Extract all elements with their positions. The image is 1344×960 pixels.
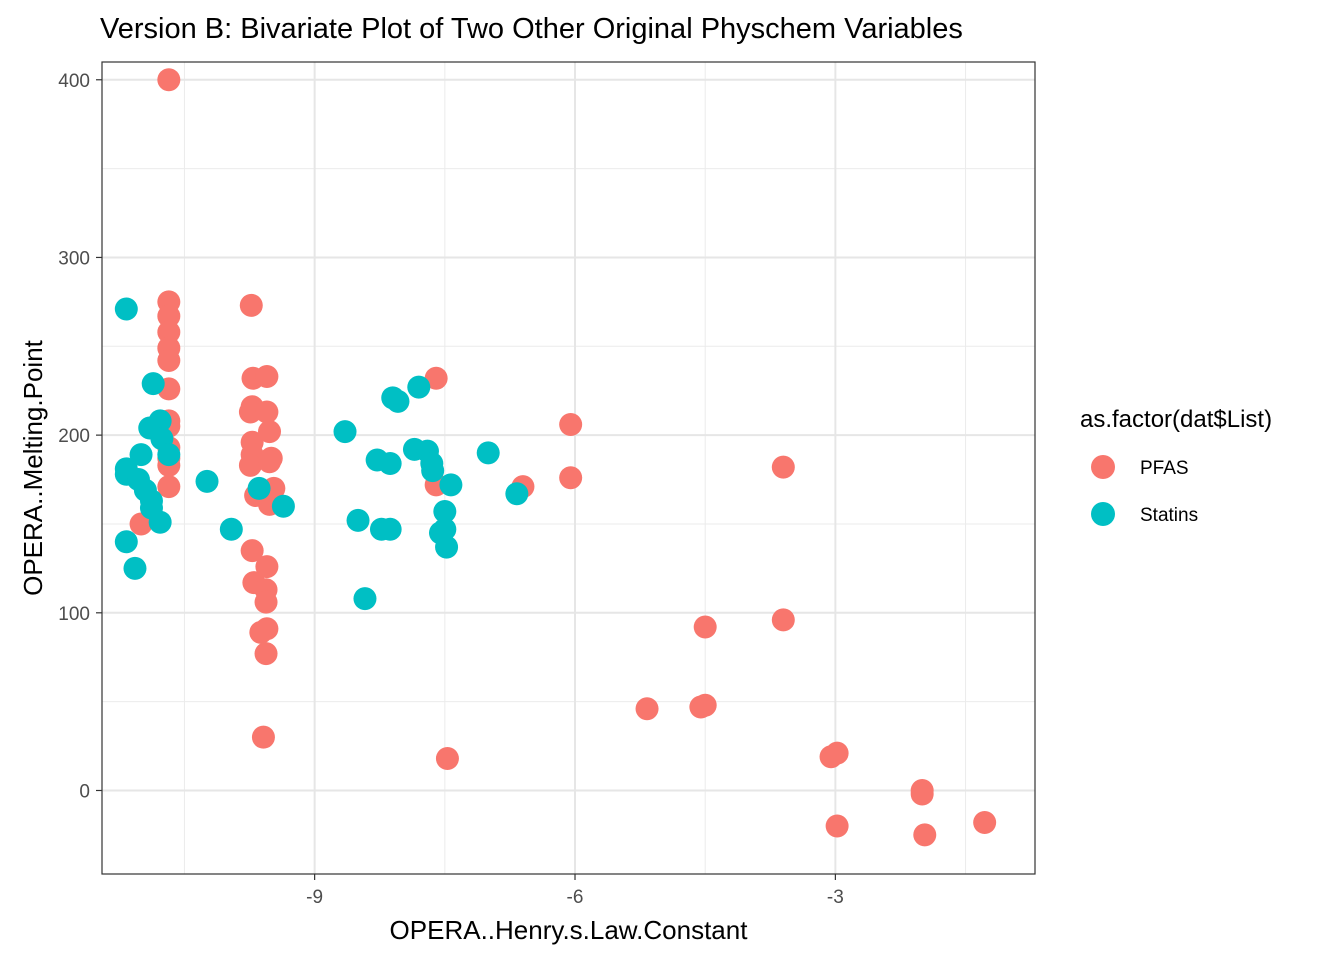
point-pfas xyxy=(249,620,273,644)
point-pfas xyxy=(254,642,278,666)
legend-key-pfas xyxy=(1091,455,1115,479)
point-statins xyxy=(148,409,172,433)
y-axis-title: OPERA..Melting.Point xyxy=(18,339,48,596)
x-tick-label: -3 xyxy=(827,887,844,908)
point-statins xyxy=(346,508,370,532)
point-pfas xyxy=(255,364,279,388)
point-pfas xyxy=(239,293,263,317)
point-pfas xyxy=(157,304,181,328)
point-statins xyxy=(505,482,529,506)
point-pfas xyxy=(424,366,448,390)
point-pfas xyxy=(693,615,717,639)
point-pfas xyxy=(157,68,181,92)
point-pfas xyxy=(255,400,279,424)
point-pfas xyxy=(240,539,264,563)
point-pfas xyxy=(258,420,282,444)
point-pfas xyxy=(157,320,181,344)
point-statins xyxy=(129,443,153,467)
minor-grid xyxy=(102,62,1035,874)
point-pfas xyxy=(771,455,795,479)
point-pfas xyxy=(435,747,459,771)
legend-title: as.factor(dat$List) xyxy=(1080,406,1272,433)
point-statins xyxy=(433,517,457,541)
x-axis-title: OPERA..Henry.s.Law.Constant xyxy=(390,915,749,945)
point-statins xyxy=(333,420,357,444)
legend: as.factor(dat$List) PFAS Statins xyxy=(1080,406,1272,526)
point-statins xyxy=(386,389,410,413)
point-pfas xyxy=(913,823,937,847)
point-pfas xyxy=(559,412,583,436)
y-tick-label: 100 xyxy=(58,604,90,625)
x-tick-label: -9 xyxy=(306,887,323,908)
plot-border xyxy=(101,61,1036,875)
point-pfas xyxy=(238,453,262,477)
y-axis: 0 100 200 300 400 xyxy=(58,71,102,802)
point-statins xyxy=(114,530,138,554)
point-statins xyxy=(219,517,243,541)
point-pfas xyxy=(255,555,279,579)
point-statins xyxy=(476,441,500,465)
point-statins xyxy=(123,556,147,580)
y-tick-label: 300 xyxy=(58,248,90,269)
point-pfas xyxy=(825,741,849,765)
chart-title: Version B: Bivariate Plot of Two Other O… xyxy=(100,13,963,45)
point-statins xyxy=(435,535,459,559)
y-tick-label: 400 xyxy=(58,71,90,92)
point-statins xyxy=(353,587,377,611)
legend-label-pfas: PFAS xyxy=(1140,458,1189,479)
point-statins xyxy=(439,473,463,497)
point-statins xyxy=(148,510,172,534)
legend-label-statins: Statins xyxy=(1140,505,1198,526)
point-statins xyxy=(407,375,431,399)
x-tick-label: -6 xyxy=(567,887,584,908)
point-statins xyxy=(114,297,138,321)
point-pfas xyxy=(635,697,659,721)
point-pfas xyxy=(771,608,795,632)
point-pfas xyxy=(559,466,583,490)
point-statins xyxy=(271,494,295,518)
point-statins xyxy=(378,452,402,476)
point-statins xyxy=(378,517,402,541)
point-pfas xyxy=(254,590,278,614)
point-statins xyxy=(195,469,219,493)
point-statins xyxy=(421,459,445,483)
point-pfas xyxy=(693,693,717,717)
point-pfas xyxy=(157,349,181,373)
point-statins xyxy=(157,443,181,467)
point-pfas xyxy=(157,475,181,499)
point-statins xyxy=(433,500,457,524)
point-pfas xyxy=(973,810,997,834)
data-points xyxy=(114,68,997,847)
y-tick-label: 200 xyxy=(58,426,90,447)
point-pfas xyxy=(251,725,275,749)
point-statins xyxy=(141,372,165,396)
point-statins xyxy=(247,476,271,500)
y-tick-label: 0 xyxy=(79,781,90,802)
x-axis: -9 -6 -3 xyxy=(306,874,844,908)
point-pfas xyxy=(825,814,849,838)
point-pfas xyxy=(258,450,282,474)
legend-key-statins xyxy=(1091,502,1115,526)
point-pfas xyxy=(910,782,934,806)
point-pfas xyxy=(238,400,262,424)
